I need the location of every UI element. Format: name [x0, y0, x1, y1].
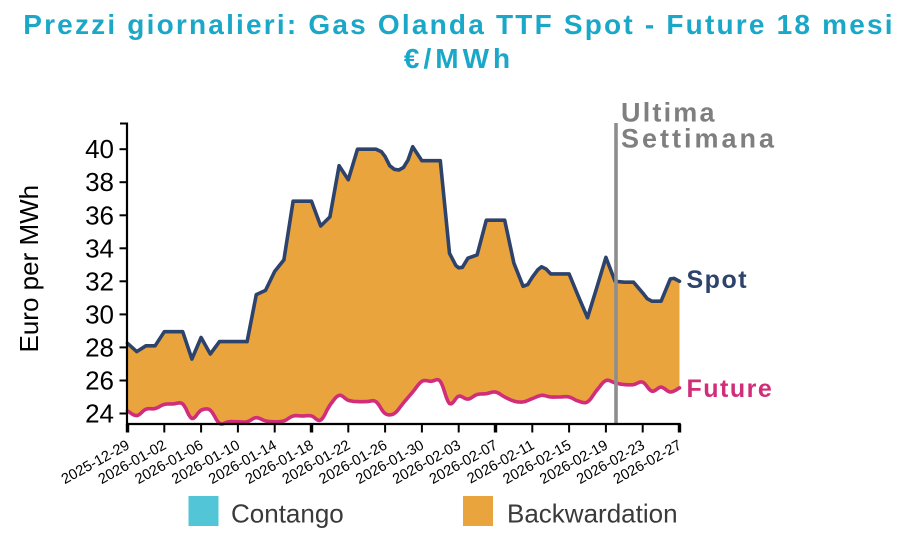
- svg-text:Backwardation: Backwardation: [507, 498, 678, 528]
- svg-text:26: 26: [85, 366, 114, 396]
- svg-text:€/MWh: €/MWh: [404, 43, 514, 74]
- svg-text:24: 24: [85, 399, 114, 429]
- svg-text:Ultima: Ultima: [621, 98, 717, 128]
- svg-text:34: 34: [85, 233, 114, 263]
- svg-text:36: 36: [85, 200, 114, 230]
- svg-text:30: 30: [85, 299, 114, 329]
- svg-text:Settimana: Settimana: [621, 123, 777, 153]
- svg-text:Spot: Spot: [687, 266, 749, 294]
- svg-text:Future: Future: [687, 375, 774, 403]
- svg-text:38: 38: [85, 167, 114, 197]
- svg-text:28: 28: [85, 332, 114, 362]
- svg-text:32: 32: [85, 266, 114, 296]
- svg-text:40: 40: [85, 134, 114, 164]
- svg-text:Prezzi giornalieri: Gas Olanda: Prezzi giornalieri: Gas Olanda TTF Spot …: [23, 9, 895, 40]
- svg-text:Euro per MWh: Euro per MWh: [14, 185, 44, 353]
- svg-text:Contango: Contango: [231, 498, 344, 528]
